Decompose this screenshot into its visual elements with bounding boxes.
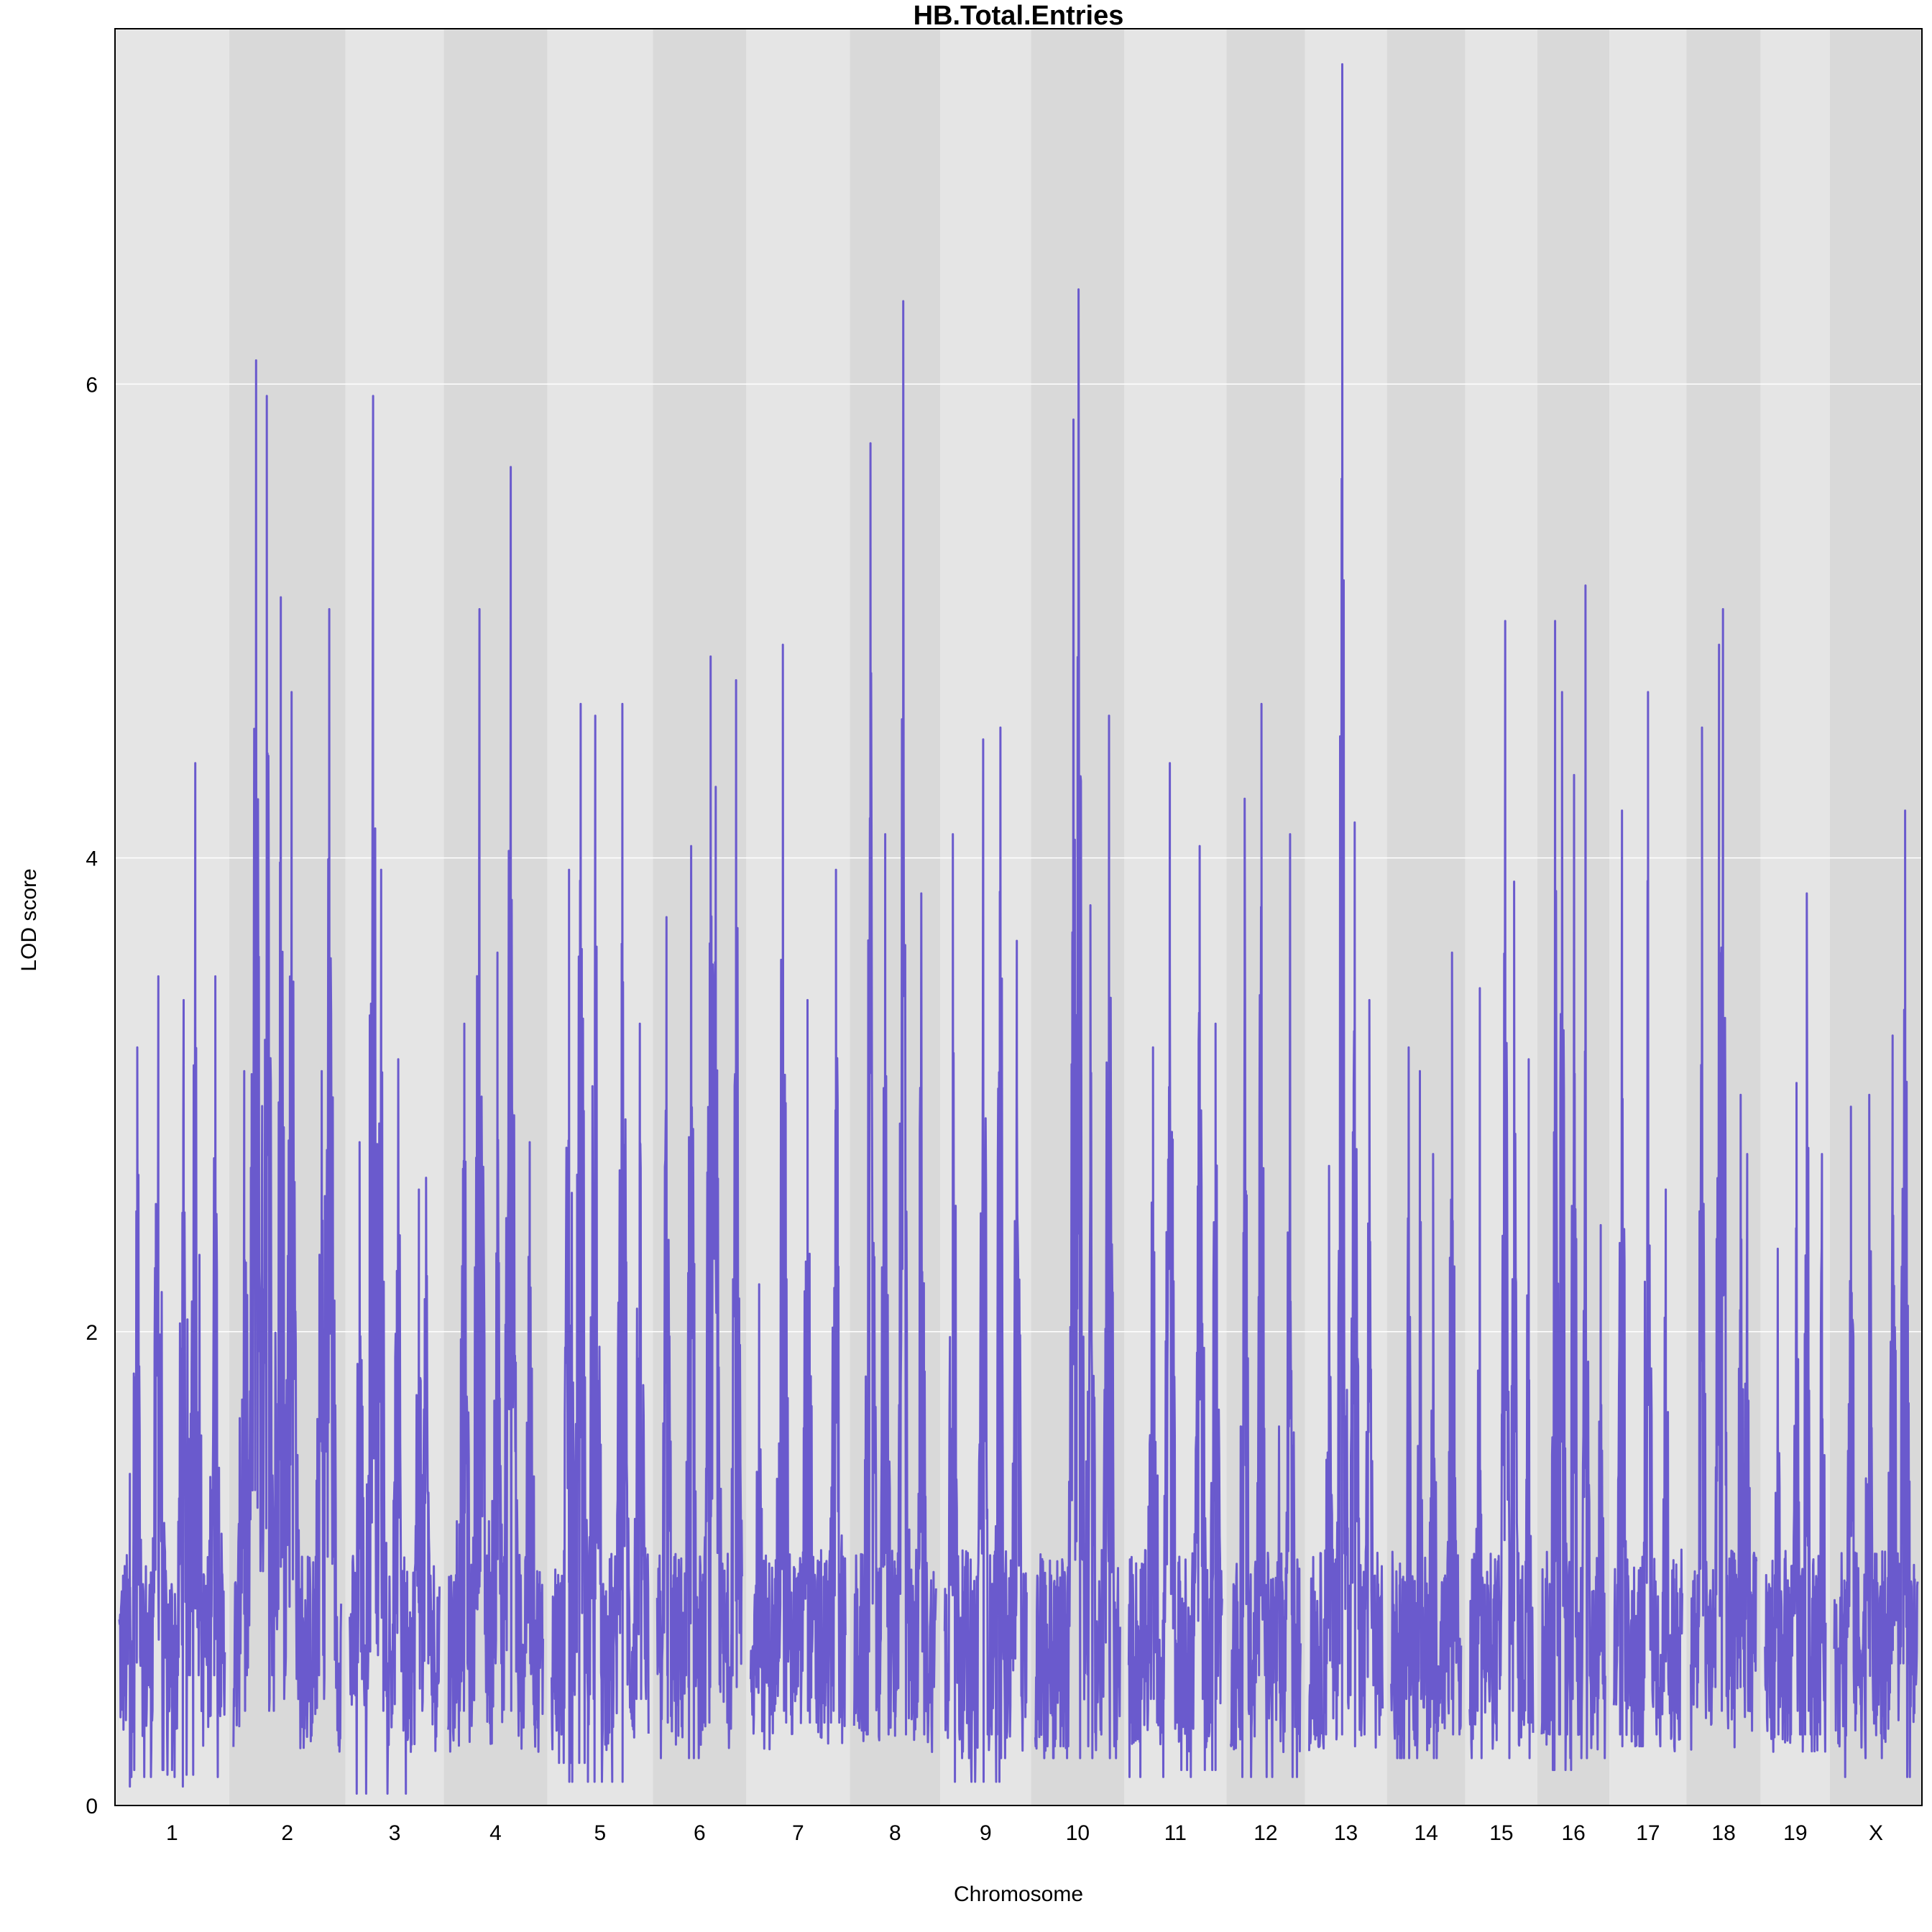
x-tick-label: 15 — [1489, 1821, 1513, 1845]
lod-line-chr-6 — [656, 655, 743, 1760]
x-tick-label: 17 — [1636, 1821, 1660, 1845]
lod-line-chr-2 — [232, 359, 343, 1753]
x-tick-label: 10 — [1066, 1821, 1090, 1845]
lod-series — [118, 63, 1919, 1795]
plot-frame — [114, 28, 1923, 1806]
y-tick-label: 2 — [86, 1321, 98, 1345]
lod-line-chr-1 — [118, 762, 226, 1788]
lod-line-chr-12 — [1229, 702, 1302, 1778]
x-tick-label: 11 — [1164, 1821, 1187, 1845]
x-tick-label: 13 — [1334, 1821, 1358, 1845]
x-tick-label: 2 — [281, 1821, 293, 1845]
x-tick-label: 16 — [1561, 1821, 1585, 1845]
lod-line-chr-15 — [1468, 620, 1535, 1760]
y-axis: 0 2 4 6 — [86, 373, 98, 1818]
lod-line-chr-X — [1833, 809, 1919, 1778]
lod-line-chr-9 — [943, 726, 1028, 1783]
x-tick-label: 9 — [980, 1821, 992, 1845]
x-tick-label: 12 — [1254, 1821, 1277, 1845]
x-tick-label: 4 — [489, 1821, 502, 1845]
x-tick-label: 1 — [166, 1821, 178, 1845]
x-tick-label: 8 — [889, 1821, 901, 1845]
y-tick-label: 6 — [86, 373, 98, 397]
lod-line-chr-10 — [1034, 288, 1121, 1760]
lod-line-chr-17 — [1612, 691, 1683, 1752]
x-tick-label: 3 — [389, 1821, 401, 1845]
x-tick-label: 19 — [1783, 1821, 1807, 1845]
lod-line-chr-8 — [852, 300, 937, 1753]
lod-line-chr-4 — [447, 466, 544, 1753]
y-axis-label: LOD score — [17, 868, 41, 971]
lod-line-chr-11 — [1127, 762, 1223, 1778]
x-tick-label: 5 — [594, 1821, 607, 1845]
chart-title: HB.Total.Entries — [914, 1, 1124, 31]
x-tick-label: X — [1869, 1821, 1883, 1845]
lod-line-chr-5 — [551, 702, 650, 1783]
y-tick-label: 4 — [86, 847, 98, 871]
x-tick-label: 6 — [694, 1821, 706, 1845]
x-axis: 1 2 3 4 5 6 7 8 9 10 11 12 13 14 15 16 17 18 19 X — [166, 1821, 1883, 1845]
x-tick-label: 14 — [1414, 1821, 1438, 1845]
x-tick-label: 18 — [1711, 1821, 1735, 1845]
lod-line-chr-16 — [1540, 584, 1606, 1772]
x-axis-label: Chromosome — [954, 1882, 1083, 1906]
lod-line-chr-19 — [1764, 892, 1827, 1753]
lod-line-chr-14 — [1390, 951, 1463, 1760]
band-chr-8 — [850, 29, 941, 1806]
x-tick-label: 7 — [792, 1821, 804, 1845]
lod-line-chr-13 — [1308, 63, 1384, 1752]
lod-line-chr-3 — [349, 395, 441, 1795]
lod-line-chr-7 — [749, 643, 847, 1751]
y-tick-label: 0 — [86, 1795, 98, 1818]
lod-line-chr-18 — [1690, 608, 1758, 1751]
